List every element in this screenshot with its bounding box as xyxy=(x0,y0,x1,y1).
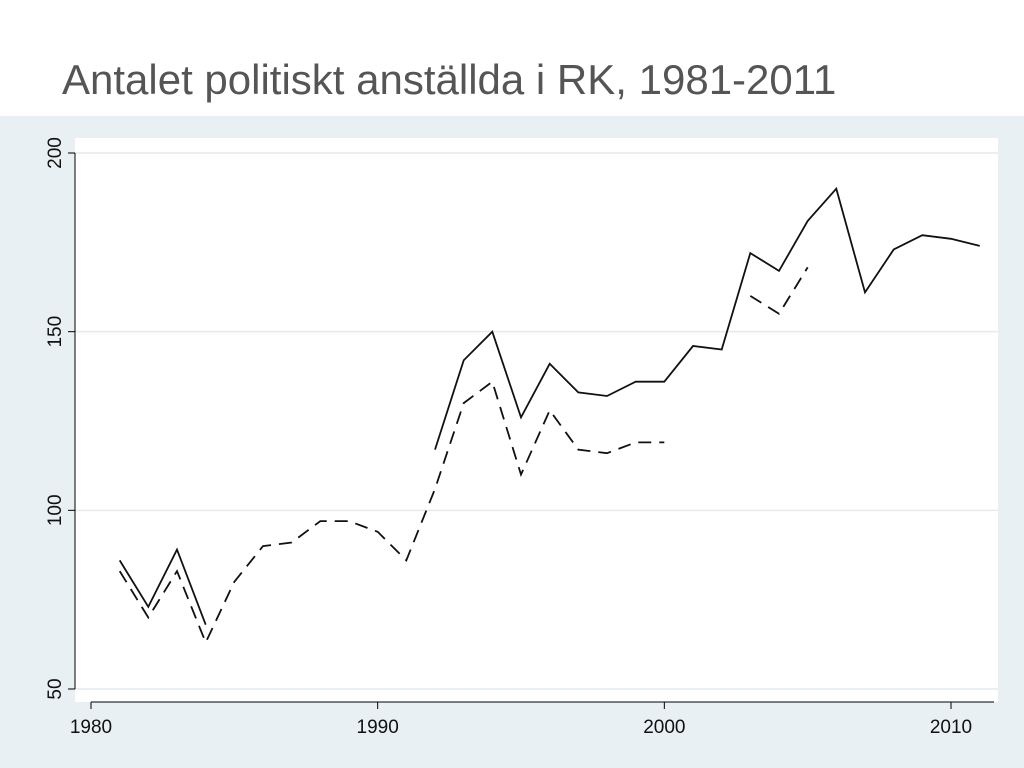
chart-frame: 50 100 150 200 1980 1990 2000 2010 xyxy=(0,116,1024,768)
line-chart: 50 100 150 200 1980 1990 2000 2010 xyxy=(0,116,1024,768)
x-tick-label: 2000 xyxy=(643,717,685,738)
x-tick-label: 1980 xyxy=(70,717,112,738)
y-tick-label: 200 xyxy=(45,137,66,169)
dashed-series xyxy=(118,266,809,645)
y-tick-label: 50 xyxy=(45,678,66,699)
solid-series-line xyxy=(118,547,207,626)
solid-series xyxy=(118,186,980,626)
solid-series-line xyxy=(434,186,980,450)
dashed-series-line xyxy=(118,380,665,645)
x-tick-label: 1990 xyxy=(357,717,399,738)
y-tick-label: 150 xyxy=(45,316,66,348)
slide-title: Antalet politiskt anställda i RK, 1981-2… xyxy=(62,56,837,103)
gridlines xyxy=(75,152,998,690)
dashed-series-line xyxy=(749,266,809,316)
y-tick-label: 100 xyxy=(45,494,66,526)
plot-area xyxy=(75,138,998,702)
x-tick-label: 2010 xyxy=(930,717,972,738)
axes: 50 100 150 200 1980 1990 2000 2010 xyxy=(45,137,994,738)
series-lines xyxy=(118,186,980,645)
